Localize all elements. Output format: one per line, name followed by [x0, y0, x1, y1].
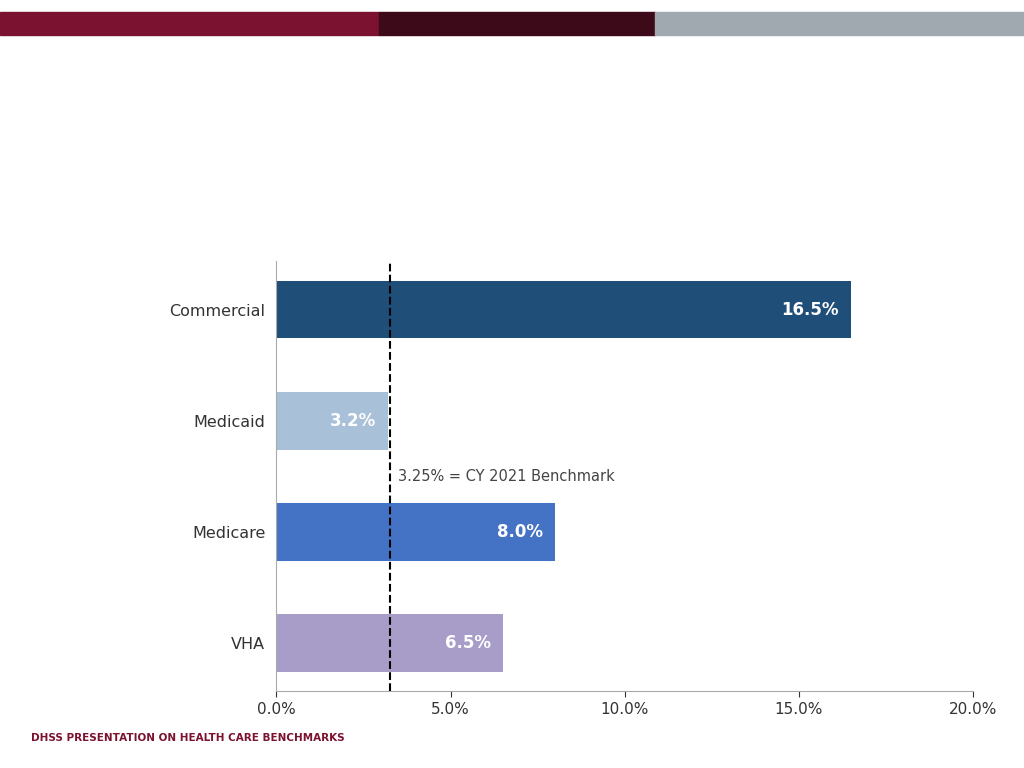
Text: 3.25% = CY 2021 Benchmark: 3.25% = CY 2021 Benchmark [398, 468, 615, 484]
Bar [276, 614, 503, 672]
Text: BENCHMARK: BENCHMARK [56, 145, 335, 184]
Bar [276, 280, 851, 339]
Text: 16.5%: 16.5% [781, 300, 839, 319]
Bar [0, 12, 379, 35]
Bar [276, 503, 555, 561]
Bar [655, 12, 1024, 35]
Bar [276, 392, 388, 449]
Text: MARKET THCE PER CAPITA CHANGE VERSUS: MARKET THCE PER CAPITA CHANGE VERSUS [56, 73, 1018, 111]
Bar [379, 12, 655, 35]
Text: 3.2%: 3.2% [330, 412, 376, 429]
Text: 6.5%: 6.5% [444, 634, 490, 652]
Text: 8.0%: 8.0% [497, 523, 543, 541]
Text: DHSS PRESENTATION ON HEALTH CARE BENCHMARKS: DHSS PRESENTATION ON HEALTH CARE BENCHMA… [31, 733, 344, 743]
